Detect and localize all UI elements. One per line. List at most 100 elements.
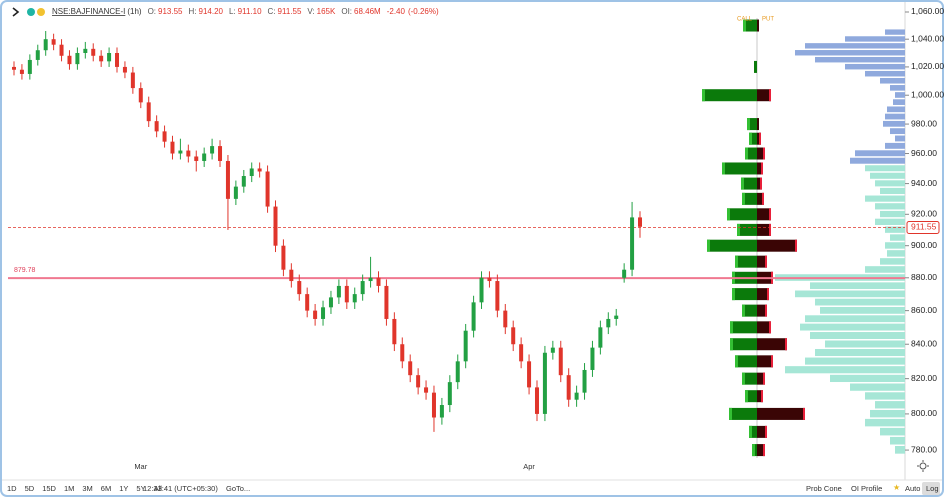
put-bar-edge	[769, 89, 771, 102]
put-bar	[757, 19, 759, 32]
put-bar	[757, 338, 787, 351]
put-bar-edge	[769, 223, 771, 236]
timeframe-button[interactable]: 1Y	[119, 484, 128, 493]
timeframe-button[interactable]: 5Y	[136, 484, 145, 493]
volume-profile-bar	[865, 70, 905, 77]
y-tick-label: 940.00	[911, 178, 937, 188]
favorite-star[interactable]: ★	[893, 483, 900, 492]
put-bar-edge	[763, 444, 765, 457]
candle-body	[479, 277, 484, 303]
candle-body	[416, 375, 421, 388]
volume-profile-bar	[885, 226, 905, 233]
candle-body	[352, 294, 357, 303]
scale-button[interactable]: Log	[926, 484, 939, 493]
call-bar-edge	[735, 355, 738, 368]
candle-body	[107, 52, 112, 62]
volume-profile-bar	[825, 340, 905, 348]
put-bar	[757, 208, 771, 221]
timeframe-button[interactable]: 1M	[64, 484, 74, 493]
volume-profile-bar	[795, 290, 905, 298]
candle-body	[186, 150, 191, 157]
field-label: C:	[268, 7, 276, 16]
volume-profile-bar	[887, 250, 905, 257]
call-bar-edge	[745, 147, 748, 160]
volume-profile-bar	[865, 266, 905, 273]
symbol[interactable]: NSE:BAJFINANCE-I	[52, 7, 125, 16]
put-bar-edge	[763, 372, 765, 385]
call-bar-edge	[745, 390, 748, 403]
call-bar	[732, 288, 757, 301]
volume-profile-bar	[875, 218, 905, 225]
candle-body	[598, 327, 603, 348]
candle-body	[328, 297, 333, 308]
y-tick-label: 1,000.00	[911, 89, 944, 99]
volume-profile-bar	[880, 258, 905, 265]
put-bar	[757, 304, 767, 317]
candle-body	[27, 59, 32, 74]
candle-body	[503, 310, 508, 328]
candle-body	[122, 66, 127, 73]
volume-profile-bar	[865, 195, 905, 202]
field-label: OI:	[341, 7, 352, 16]
y-tick-label: 1,020.00	[911, 61, 944, 71]
field-label: L:	[229, 7, 236, 16]
put-bar	[757, 255, 767, 268]
candle-body	[75, 52, 80, 65]
volume-profile-bar	[883, 120, 905, 127]
timeframe-button[interactable]: 3M	[82, 484, 92, 493]
put-bar-edge	[759, 132, 761, 145]
call-bar-edge	[722, 162, 725, 175]
candle-body	[305, 294, 310, 311]
call-bar	[707, 239, 757, 252]
candle-body	[289, 269, 294, 282]
settings-icon[interactable]	[919, 462, 927, 470]
candle-body	[91, 48, 96, 56]
field-value: 165K	[317, 7, 336, 16]
put-bar-edge	[803, 407, 805, 420]
interval: (1h)	[127, 7, 142, 16]
candle-body	[178, 150, 183, 154]
call-bar-edge	[749, 425, 752, 438]
timeframe-button[interactable]: 15D	[42, 484, 56, 493]
candle-body	[590, 347, 595, 370]
put-bar	[757, 321, 771, 334]
candle-body	[265, 171, 270, 207]
put-bar-edge	[765, 255, 767, 268]
scale-button[interactable]: Auto	[905, 484, 920, 493]
timeframe-button[interactable]: 5D	[25, 484, 35, 493]
timeframe-button[interactable]: 1D	[7, 484, 17, 493]
volume-profile-bar	[895, 92, 905, 98]
call-bar-edge	[732, 288, 735, 301]
volume-profile-bar	[885, 113, 905, 120]
toolbar-button[interactable]: Prob Cone	[806, 484, 842, 493]
candle-body	[281, 245, 286, 270]
put-bar	[757, 162, 763, 175]
collapse-chevron[interactable]	[12, 7, 20, 17]
toolbar-button[interactable]: OI Profile	[851, 484, 882, 493]
field-value: 914.20	[199, 7, 224, 16]
call-bar-edge	[741, 177, 744, 190]
volume-profile-bar	[845, 63, 905, 70]
candle-body	[376, 277, 381, 286]
volume-profile-bar	[890, 128, 905, 135]
candle-body	[439, 405, 444, 418]
call-bar-edge	[742, 304, 745, 317]
field-label: H:	[189, 7, 197, 16]
candle-body	[638, 217, 642, 227]
timeframe-button[interactable]: All	[154, 484, 163, 493]
candle-body	[210, 146, 215, 154]
timeframe-button[interactable]: 6M	[101, 484, 111, 493]
y-tick-label: 1,060.00	[911, 6, 944, 16]
candle-body	[115, 52, 120, 67]
candle-body	[487, 277, 492, 282]
volume-profile-bar	[880, 427, 905, 436]
put-bar	[757, 444, 765, 457]
header: NSE:BAJFINANCE-I (1h) O: 913.55 H: 914.20 L: 91…	[52, 7, 439, 16]
candle-body	[241, 176, 246, 187]
put-label: PUT	[762, 17, 774, 23]
goto-button[interactable]: GoTo...	[226, 484, 250, 493]
call-bar-edge	[730, 321, 733, 334]
y-tick-label: 900.00	[911, 240, 937, 250]
put-bar-edge	[769, 208, 771, 221]
